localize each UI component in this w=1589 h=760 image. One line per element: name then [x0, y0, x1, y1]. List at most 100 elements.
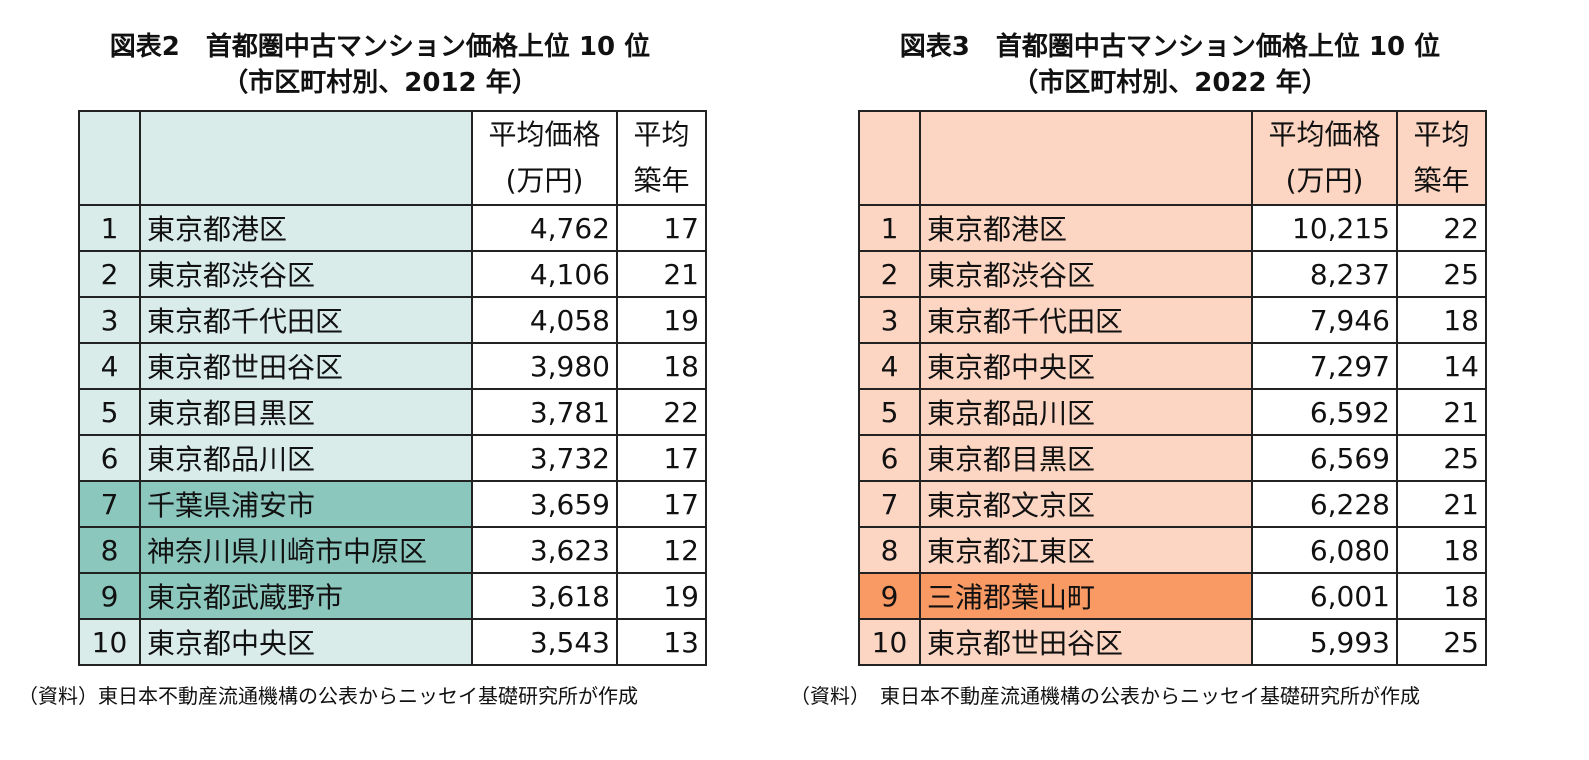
rank-cell: 1: [858, 204, 921, 252]
avg-price-cell: 4,058: [471, 296, 618, 344]
area-name-cell: 東京都港区: [919, 204, 1253, 252]
ranking-table: 平均価格 (万円) 平均 築年 1 東京都港区 4,762 17 2 東京都渋谷区 4,10…: [78, 110, 707, 666]
area-name-cell: 東京都武蔵野市: [139, 572, 473, 620]
figure-subtitle: （市区町村別、2022 年）: [1012, 68, 1328, 98]
rank-cell: 1: [78, 204, 141, 252]
rank-cell: 4: [858, 342, 921, 390]
table-header-row: 平均価格 (万円) 平均 築年: [858, 110, 1487, 206]
avg-age-cell: 17: [616, 480, 707, 528]
avg-price-cell: 6,592: [1251, 388, 1398, 436]
avg-price-cell: 6,569: [1251, 434, 1398, 482]
rank-cell: 7: [858, 480, 921, 528]
header-price-label: 平均価格: [1268, 118, 1381, 151]
avg-price-cell: 6,001: [1251, 572, 1398, 620]
table-row: 7 東京都文京区 6,228 21: [858, 480, 1487, 528]
avg-age-cell: 21: [616, 250, 707, 298]
avg-age-cell: 18: [616, 342, 707, 390]
avg-price-cell: 7,946: [1251, 296, 1398, 344]
ranking-table: 平均価格 (万円) 平均 築年 1 東京都港区 10,215 22 2 東京都渋谷区 8,2…: [858, 110, 1487, 666]
rank-cell: 3: [78, 296, 141, 344]
rank-cell: 3: [858, 296, 921, 344]
avg-age-cell: 22: [1396, 204, 1487, 252]
rank-cell: 5: [858, 388, 921, 436]
table-body: 1 東京都港区 10,215 22 2 東京都渋谷区 8,237 25 3 東京都千代田区 7,94…: [858, 204, 1487, 666]
area-name-cell: 東京都港区: [139, 204, 473, 252]
avg-price-cell: 3,659: [471, 480, 618, 528]
area-name-cell: 東京都江東区: [919, 526, 1253, 574]
avg-age-cell: 25: [1396, 250, 1487, 298]
area-name-cell: 東京都渋谷区: [139, 250, 473, 298]
area-name-cell: 東京都中央区: [919, 342, 1253, 390]
rank-cell: 10: [78, 618, 141, 666]
rank-cell: 6: [858, 434, 921, 482]
table-row: 4 東京都中央区 7,297 14: [858, 342, 1487, 390]
figure-subtitle: （市区町村別、2012 年）: [222, 68, 538, 98]
avg-age-cell: 14: [1396, 342, 1487, 390]
area-name-cell: 東京都渋谷区: [919, 250, 1253, 298]
avg-price-cell: 6,080: [1251, 526, 1398, 574]
table-row: 10 東京都世田谷区 5,993 25: [858, 618, 1487, 666]
header-price-label: 平均価格: [488, 118, 601, 151]
table-row: 6 東京都品川区 3,732 17: [78, 434, 707, 482]
header-name-cell: [919, 110, 1253, 206]
avg-age-cell: 18: [1396, 572, 1487, 620]
header-name-cell: [139, 110, 473, 206]
rank-cell: 2: [858, 250, 921, 298]
area-name-cell: 東京都世田谷区: [919, 618, 1253, 666]
rank-cell: 9: [78, 572, 141, 620]
area-name-cell: 東京都品川区: [139, 434, 473, 482]
rank-cell: 8: [858, 526, 921, 574]
header-price-unit: (万円): [505, 164, 584, 197]
rank-cell: 7: [78, 480, 141, 528]
rank-cell: 4: [78, 342, 141, 390]
area-name-cell: 東京都千代田区: [919, 296, 1253, 344]
table-row: 2 東京都渋谷区 4,106 21: [78, 250, 707, 298]
avg-age-cell: 17: [616, 204, 707, 252]
avg-age-cell: 21: [1396, 388, 1487, 436]
avg-price-cell: 3,543: [471, 618, 618, 666]
avg-price-cell: 4,762: [471, 204, 618, 252]
table-row: 5 東京都目黒区 3,781 22: [78, 388, 707, 436]
avg-price-cell: 3,618: [471, 572, 618, 620]
rank-cell: 10: [858, 618, 921, 666]
rank-cell: 5: [78, 388, 141, 436]
area-name-cell: 千葉県浦安市: [139, 480, 473, 528]
avg-price-cell: 6,228: [1251, 480, 1398, 528]
area-name-cell: 東京都品川区: [919, 388, 1253, 436]
table-row: 3 東京都千代田区 7,946 18: [858, 296, 1487, 344]
area-name-cell: 東京都中央区: [139, 618, 473, 666]
area-name-cell: 神奈川県川崎市中原区: [139, 526, 473, 574]
table-row: 10 東京都中央区 3,543 13: [78, 618, 707, 666]
table-body: 1 東京都港区 4,762 17 2 東京都渋谷区 4,106 21 3 東京都千代田区 4,058…: [78, 204, 707, 666]
header-price-cell: 平均価格 (万円): [471, 110, 618, 206]
figure-2-panel: 図表2 首都圏中古マンション価格上位 10 位 （市区町村別、2012 年） 平…: [0, 0, 760, 760]
rank-cell: 6: [78, 434, 141, 482]
area-name-cell: 東京都目黒区: [139, 388, 473, 436]
table-row: 5 東京都品川区 6,592 21: [858, 388, 1487, 436]
header-age-label-2: 築年: [1413, 164, 1470, 197]
figure-title: 図表2 首都圏中古マンション価格上位 10 位: [109, 32, 651, 62]
header-price-unit: (万円): [1285, 164, 1364, 197]
area-name-cell: 三浦郡葉山町: [919, 572, 1253, 620]
avg-price-cell: 7,297: [1251, 342, 1398, 390]
rank-cell: 2: [78, 250, 141, 298]
avg-age-cell: 18: [1396, 526, 1487, 574]
source-note: （資料） 東日本不動産流通機構の公表からニッセイ基礎研究所が作成: [790, 684, 1420, 708]
header-age-cell: 平均 築年: [616, 110, 707, 206]
header-price-cell: 平均価格 (万円): [1251, 110, 1398, 206]
avg-age-cell: 19: [616, 572, 707, 620]
table-row: 3 東京都千代田区 4,058 19: [78, 296, 707, 344]
avg-age-cell: 21: [1396, 480, 1487, 528]
avg-price-cell: 3,781: [471, 388, 618, 436]
table-row: 9 東京都武蔵野市 3,618 19: [78, 572, 707, 620]
table-row: 1 東京都港区 10,215 22: [858, 204, 1487, 252]
table-row: 1 東京都港区 4,762 17: [78, 204, 707, 252]
header-age-label-2: 築年: [633, 164, 690, 197]
avg-age-cell: 25: [1396, 618, 1487, 666]
avg-age-cell: 17: [616, 434, 707, 482]
table-row: 4 東京都世田谷区 3,980 18: [78, 342, 707, 390]
header-age-label-1: 平均: [633, 118, 690, 151]
figure-title: 図表3 首都圏中古マンション価格上位 10 位: [899, 32, 1441, 62]
area-name-cell: 東京都千代田区: [139, 296, 473, 344]
table-row: 6 東京都目黒区 6,569 25: [858, 434, 1487, 482]
